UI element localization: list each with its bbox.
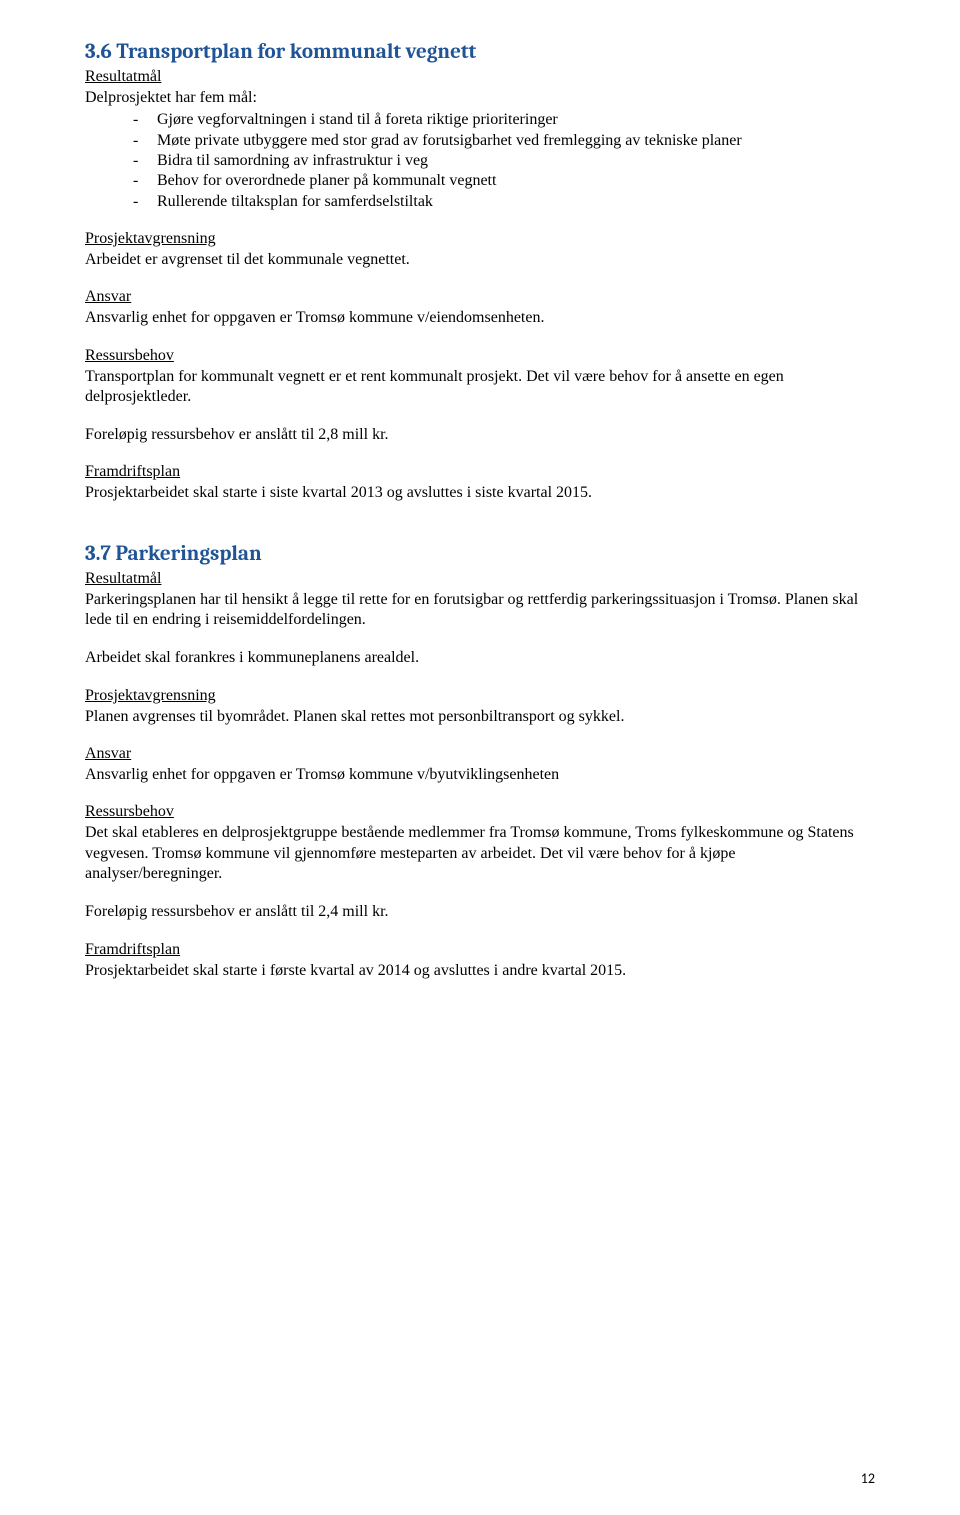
list-item: Gjøre vegforvaltningen i stand til å for…	[157, 110, 875, 130]
resultatmal-3-7-block: Resultatmål Parkeringsplanen har til hen…	[85, 570, 875, 669]
page-number: 12	[861, 1470, 875, 1487]
section-3-6-heading: 3.6 Transportplan for kommunalt vegnett	[85, 40, 875, 64]
framdrift-3-7-block: Framdriftsplan Prosjektarbeidet skal sta…	[85, 941, 875, 981]
ressurs-3-7-label: Ressursbehov	[85, 803, 875, 821]
avgrensning-3-7-text: Planen avgrenses til byområdet. Planen s…	[85, 707, 875, 727]
ressurs-3-6-text2: Foreløpig ressursbehov er anslått til 2,…	[85, 425, 875, 445]
section-3-7-heading: 3.7 Parkeringsplan	[85, 542, 875, 566]
list-item: Bidra til samordning av infrastruktur i …	[157, 151, 875, 171]
resultatmal-3-7-text1: Parkeringsplanen har til hensikt å legge…	[85, 590, 875, 631]
ansvar-3-6-text: Ansvarlig enhet for oppgaven er Tromsø k…	[85, 308, 875, 328]
resultatmal-3-6-intro: Delprosjektet har fem mål:	[85, 88, 875, 108]
avgrensning-3-6-block: Prosjektavgrensning Arbeidet er avgrense…	[85, 230, 875, 270]
list-item: Rullerende tiltaksplan for samferdselsti…	[157, 192, 875, 212]
resultatmal-3-7-label: Resultatmål	[85, 570, 875, 588]
ansvar-3-6-label: Ansvar	[85, 288, 875, 306]
list-item: Møte private utbyggere med stor grad av …	[157, 131, 875, 151]
framdrift-3-6-block: Framdriftsplan Prosjektarbeidet skal sta…	[85, 463, 875, 503]
goals-list-3-6: Gjøre vegforvaltningen i stand til å for…	[85, 110, 875, 212]
ressurs-3-6-block: Ressursbehov Transportplan for kommunalt…	[85, 347, 875, 446]
ressurs-3-6-text1: Transportplan for kommunalt vegnett er e…	[85, 367, 875, 408]
avgrensning-3-6-text: Arbeidet er avgrenset til det kommunale …	[85, 250, 875, 270]
document-page: 3.6 Transportplan for kommunalt vegnett …	[0, 0, 960, 1515]
ansvar-3-7-text: Ansvarlig enhet for oppgaven er Tromsø k…	[85, 765, 875, 785]
avgrensning-3-7-label: Prosjektavgrensning	[85, 687, 875, 705]
ansvar-3-7-label: Ansvar	[85, 745, 875, 763]
ressurs-3-7-block: Ressursbehov Det skal etableres en delpr…	[85, 803, 875, 922]
ansvar-3-7-block: Ansvar Ansvarlig enhet for oppgaven er T…	[85, 745, 875, 785]
framdrift-3-7-text: Prosjektarbeidet skal starte i første kv…	[85, 961, 875, 981]
ansvar-3-6-block: Ansvar Ansvarlig enhet for oppgaven er T…	[85, 288, 875, 328]
ressurs-3-6-label: Ressursbehov	[85, 347, 875, 365]
avgrensning-3-6-label: Prosjektavgrensning	[85, 230, 875, 248]
list-item: Behov for overordnede planer på kommunal…	[157, 171, 875, 191]
ressurs-3-7-text2: Foreløpig ressursbehov er anslått til 2,…	[85, 902, 875, 922]
resultatmal-3-7-text2: Arbeidet skal forankres i kommuneplanens…	[85, 648, 875, 668]
framdrift-3-6-label: Framdriftsplan	[85, 463, 875, 481]
resultatmal-3-6-block: Resultatmål Delprosjektet har fem mål: G…	[85, 68, 875, 212]
resultatmal-3-6-label: Resultatmål	[85, 68, 875, 86]
framdrift-3-7-label: Framdriftsplan	[85, 941, 875, 959]
ressurs-3-7-text1: Det skal etableres en delprosjektgruppe …	[85, 823, 875, 884]
avgrensning-3-7-block: Prosjektavgrensning Planen avgrenses til…	[85, 687, 875, 727]
framdrift-3-6-text: Prosjektarbeidet skal starte i siste kva…	[85, 483, 875, 503]
